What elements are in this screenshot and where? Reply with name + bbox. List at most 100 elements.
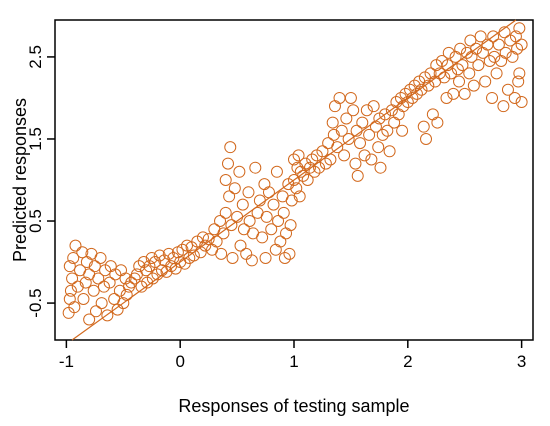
data-point [71,280,84,293]
data-point [221,157,234,170]
data-point [338,149,351,162]
data-point [249,161,262,174]
data-point [369,120,382,133]
data-point [133,260,146,273]
data-point [408,79,421,92]
data-point [470,42,483,55]
data-point [253,194,266,207]
y-axis-label: Predicted responses [10,98,30,262]
data-point [486,91,499,104]
data-point [431,116,444,129]
data-point [297,169,310,182]
data-point [87,284,100,297]
data-point [151,268,164,281]
data-point [326,116,339,129]
data-point [140,264,153,277]
data-point [335,124,348,137]
data-point [445,67,458,80]
data-point [426,108,439,121]
data-point [498,26,511,39]
data-point [379,108,392,121]
data-point [417,120,430,133]
x-tick-label: 1 [289,352,298,371]
data-point [217,227,230,240]
data-point [301,174,314,186]
data-point [474,30,487,43]
data-point [260,210,273,223]
data-point [363,128,376,141]
reference-line [71,19,517,341]
data-point [245,254,258,267]
data-point [347,104,360,117]
data-point [267,198,280,211]
data-point [226,251,239,264]
data-point [225,219,238,232]
data-point [327,128,340,141]
x-tick-label: 0 [175,352,184,371]
data-point [501,83,514,96]
data-point [196,231,209,244]
data-point [376,128,389,141]
x-tick-label: -1 [59,352,74,371]
data-point [120,288,133,301]
data-point [256,231,269,244]
data-point [515,38,528,51]
data-point [103,276,116,289]
data-point [441,59,454,72]
data-point [233,165,246,178]
data-point [169,262,182,275]
data-point [259,251,272,264]
data-point [293,190,306,203]
data-point [69,239,82,252]
data-point [497,100,510,113]
data-point [492,38,505,51]
data-point [284,219,297,232]
data-point [440,91,453,104]
data-point [324,153,337,166]
data-point [269,243,282,256]
x-tick-label: 2 [403,352,412,371]
data-point [316,145,329,158]
data-point [149,256,162,269]
data-point [68,301,81,314]
data-point [101,309,114,322]
points-layer [62,22,528,326]
data-point [458,87,471,100]
data-point [215,247,228,260]
data-point [451,63,464,76]
data-point [223,190,236,203]
data-point [358,149,371,162]
data-point [340,112,353,125]
x-axis: -1 0 1 2 3 [59,340,526,371]
data-point [442,46,455,59]
data-point [396,124,409,137]
data-point [202,233,215,246]
data-point [89,305,102,318]
data-point [306,153,319,166]
data-point [397,100,410,113]
data-point [194,246,207,259]
x-axis-label: Responses of testing sample [178,396,409,416]
data-point [79,276,92,289]
data-point [350,124,363,137]
data-point [372,141,385,154]
data-point [453,75,466,88]
data-point [66,272,79,285]
data-point [146,272,159,285]
data-point [374,161,387,174]
data-point [219,206,232,219]
data-point [515,96,528,109]
data-point [270,165,283,178]
data-point [236,198,249,211]
data-point [356,116,369,129]
data-point [479,75,492,88]
data-point [240,247,253,260]
data-point [410,87,423,100]
data-point [234,239,247,252]
data-point [381,124,394,137]
data-point [258,178,271,191]
data-point [490,67,503,80]
data-point [467,79,480,92]
data-point [483,55,496,68]
